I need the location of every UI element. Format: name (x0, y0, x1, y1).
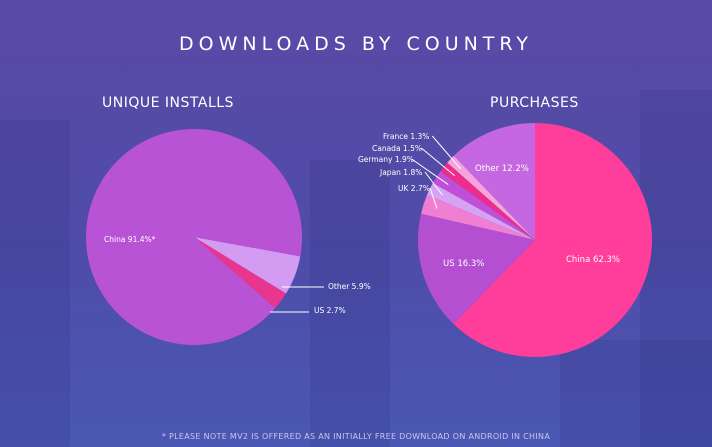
slice-label-other: Other 5.9% (328, 282, 371, 291)
background-stairs (560, 340, 712, 447)
slice-france (447, 155, 535, 240)
page-title: DOWNLOADS BY COUNTRY (178, 33, 534, 55)
slice-label-japan: Japan 1.8% (379, 168, 422, 177)
slice-germany (432, 171, 535, 240)
slice-china (453, 123, 653, 357)
slice-label-france: France 1.3% (383, 132, 429, 141)
slice-label-other: Other 12.2% (475, 164, 529, 174)
slice-uk (420, 194, 535, 240)
slice-label-china: China 62.3% (566, 255, 620, 265)
leader-line-germany (411, 158, 449, 185)
slice-label-china: China 91.4%* (104, 235, 156, 244)
leader-line-uk (429, 187, 438, 209)
slice-other (194, 237, 301, 294)
slice-canada (440, 162, 535, 240)
unique-installs-title: UNIQUE INSTALLS (102, 95, 234, 111)
slice-china (86, 128, 303, 345)
footnote: * PLEASE NOTE MV2 IS OFFERED AS AN INITI… (161, 432, 551, 441)
background-tower-center (310, 160, 390, 447)
leader-line-japan (424, 171, 443, 196)
slice-us (418, 213, 535, 324)
slice-label-us: US 16.3% (443, 259, 484, 269)
slice-other (453, 123, 535, 240)
slice-label-uk: UK 2.7% (398, 184, 430, 193)
slice-label-germany: Germany 1.9% (358, 155, 414, 164)
background-tower-right (640, 90, 712, 447)
slice-us (194, 237, 287, 309)
background-tower-left (0, 120, 70, 447)
leader-line-canada (420, 147, 455, 177)
slice-label-canada: Canada 1.5% (372, 144, 422, 153)
purchases-title: PURCHASES (490, 95, 579, 111)
leader-line-france (431, 135, 461, 170)
slice-label-us: US 2.7% (314, 306, 346, 315)
slice-japan (427, 182, 535, 240)
